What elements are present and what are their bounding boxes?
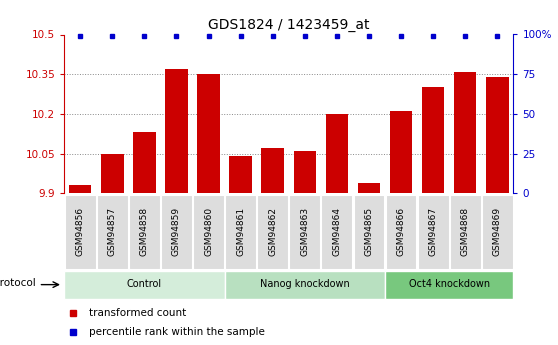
FancyBboxPatch shape — [225, 195, 256, 269]
Text: GSM94860: GSM94860 — [204, 207, 213, 256]
FancyBboxPatch shape — [418, 195, 449, 269]
Text: GSM94863: GSM94863 — [300, 207, 309, 256]
Text: GSM94862: GSM94862 — [268, 207, 277, 256]
Text: GSM94864: GSM94864 — [333, 207, 341, 256]
Bar — [486, 77, 508, 193]
Text: GSM94856: GSM94856 — [76, 207, 85, 256]
Bar — [390, 111, 412, 193]
Bar — [69, 185, 92, 193]
Bar — [294, 151, 316, 193]
Title: GDS1824 / 1423459_at: GDS1824 / 1423459_at — [208, 18, 369, 32]
Text: GSM94859: GSM94859 — [172, 207, 181, 256]
Text: Oct4 knockdown: Oct4 knockdown — [408, 279, 490, 289]
Bar — [326, 114, 348, 193]
Text: GSM94866: GSM94866 — [397, 207, 406, 256]
Text: Control: Control — [127, 279, 162, 289]
FancyBboxPatch shape — [482, 195, 513, 269]
FancyBboxPatch shape — [354, 195, 384, 269]
FancyBboxPatch shape — [97, 195, 128, 269]
Text: protocol: protocol — [0, 278, 35, 288]
Bar — [165, 69, 187, 193]
Text: GSM94869: GSM94869 — [493, 207, 502, 256]
FancyBboxPatch shape — [450, 195, 480, 269]
Bar — [198, 74, 220, 193]
Bar — [262, 148, 284, 193]
Text: percentile rank within the sample: percentile rank within the sample — [89, 327, 264, 337]
Bar — [133, 132, 156, 193]
Bar — [229, 156, 252, 193]
Bar — [454, 71, 477, 193]
Text: GSM94857: GSM94857 — [108, 207, 117, 256]
FancyBboxPatch shape — [290, 195, 320, 269]
FancyBboxPatch shape — [64, 270, 224, 298]
Text: GSM94865: GSM94865 — [364, 207, 373, 256]
Text: transformed count: transformed count — [89, 308, 186, 318]
FancyBboxPatch shape — [385, 270, 513, 298]
FancyBboxPatch shape — [65, 195, 95, 269]
Bar — [358, 183, 380, 193]
Bar — [101, 154, 123, 193]
FancyBboxPatch shape — [161, 195, 192, 269]
FancyBboxPatch shape — [224, 270, 385, 298]
Text: GSM94868: GSM94868 — [461, 207, 470, 256]
FancyBboxPatch shape — [193, 195, 224, 269]
FancyBboxPatch shape — [321, 195, 352, 269]
Bar — [422, 87, 444, 193]
Text: GSM94858: GSM94858 — [140, 207, 149, 256]
FancyBboxPatch shape — [386, 195, 416, 269]
Text: GSM94867: GSM94867 — [429, 207, 437, 256]
FancyBboxPatch shape — [129, 195, 160, 269]
Text: Nanog knockdown: Nanog knockdown — [260, 279, 350, 289]
FancyBboxPatch shape — [257, 195, 288, 269]
Text: GSM94861: GSM94861 — [236, 207, 245, 256]
